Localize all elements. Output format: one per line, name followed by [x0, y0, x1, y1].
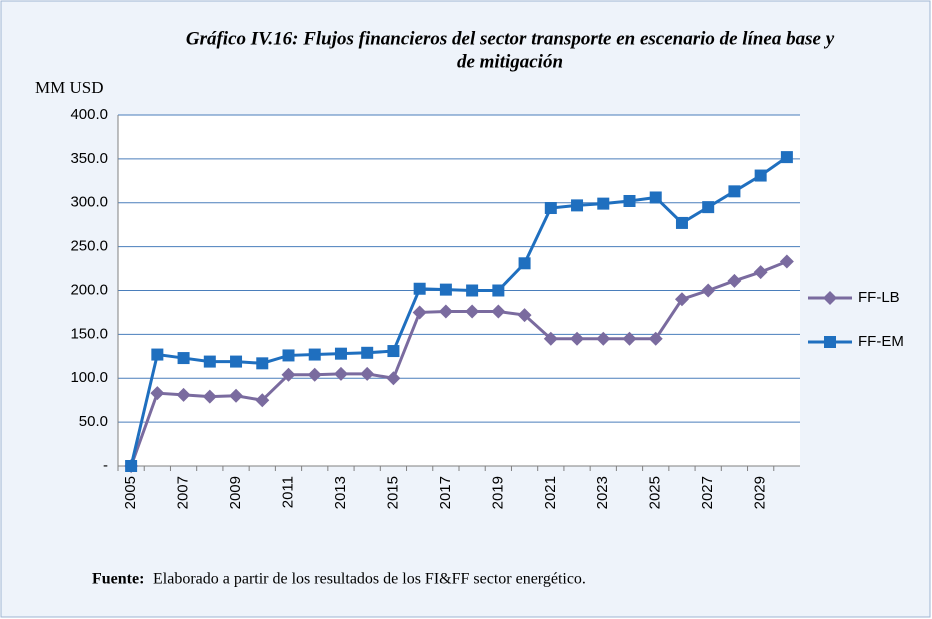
- marker: [754, 169, 767, 182]
- x-tick-label: 2029: [752, 476, 769, 509]
- marker: [543, 331, 558, 346]
- marker: [360, 366, 375, 381]
- marker: [702, 201, 715, 214]
- marker: [334, 347, 347, 360]
- marker: [465, 304, 480, 319]
- y-tick-label: 50.0: [79, 413, 108, 430]
- marker: [466, 284, 479, 297]
- legend-label: FF-LB: [858, 289, 900, 306]
- marker: [125, 460, 138, 472]
- y-tick-label: 400.0: [70, 106, 108, 123]
- marker: [281, 367, 296, 382]
- chart-title: de mitigación: [457, 51, 563, 72]
- marker: [596, 331, 611, 346]
- marker: [823, 291, 837, 305]
- marker: [255, 393, 270, 408]
- marker: [824, 336, 836, 348]
- marker: [413, 282, 426, 295]
- y-tick-label: 200.0: [70, 281, 108, 298]
- x-tick-label: 2019: [489, 476, 506, 509]
- marker: [753, 265, 768, 280]
- marker: [570, 331, 585, 346]
- marker: [780, 151, 793, 164]
- y-tick-label: 300.0: [70, 194, 108, 211]
- marker: [176, 387, 191, 402]
- y-tick-label: 350.0: [70, 150, 108, 167]
- marker: [571, 199, 584, 212]
- marker: [727, 273, 742, 288]
- marker: [648, 331, 663, 346]
- x-tick-label: 2021: [542, 476, 559, 509]
- marker: [177, 352, 190, 365]
- y-axis-label: MM USD: [35, 78, 104, 97]
- x-tick-label: 2009: [227, 476, 244, 509]
- chart-title: Gráfico IV.16: Flujos financieros del se…: [186, 28, 835, 49]
- footer-text: Elaborado a partir de los resultados de …: [153, 571, 586, 588]
- marker: [518, 257, 531, 270]
- x-tick-label: 2023: [594, 476, 611, 509]
- y-tick-label: 150.0: [70, 325, 108, 342]
- marker: [387, 345, 400, 358]
- marker: [492, 284, 505, 297]
- y-tick-label: -: [103, 457, 108, 474]
- legend-label: FF-EM: [858, 333, 904, 350]
- marker: [386, 371, 401, 386]
- marker: [229, 388, 244, 403]
- marker: [256, 357, 269, 370]
- marker: [701, 283, 716, 298]
- marker: [307, 367, 322, 382]
- footer-label: Fuente:: [92, 571, 144, 588]
- marker: [282, 349, 295, 362]
- y-tick-label: 250.0: [70, 238, 108, 255]
- x-tick-label: 2013: [332, 476, 349, 509]
- marker: [203, 355, 216, 368]
- marker: [412, 305, 427, 320]
- marker: [361, 346, 374, 359]
- marker: [623, 194, 636, 207]
- marker: [150, 386, 165, 401]
- marker: [230, 355, 243, 368]
- x-tick-label: 2015: [384, 476, 401, 509]
- marker: [308, 348, 321, 361]
- marker: [675, 216, 688, 229]
- marker: [544, 202, 557, 215]
- x-tick-label: 2017: [437, 476, 454, 509]
- marker: [151, 348, 164, 361]
- marker: [202, 389, 217, 404]
- x-tick-label: 2025: [647, 476, 664, 509]
- marker: [674, 292, 689, 307]
- marker: [517, 308, 532, 323]
- marker: [333, 366, 348, 381]
- marker: [597, 197, 610, 210]
- x-tick-label: 2027: [699, 476, 716, 509]
- marker: [728, 185, 741, 198]
- x-tick-label: 2005: [122, 476, 139, 509]
- marker: [438, 304, 453, 319]
- x-tick-label: 2011: [279, 476, 296, 508]
- marker: [439, 283, 452, 296]
- x-tick-label: 2007: [175, 476, 192, 509]
- y-tick-label: 100.0: [70, 369, 108, 386]
- marker: [649, 191, 662, 204]
- marker: [491, 304, 506, 319]
- marker: [622, 331, 637, 346]
- marker: [779, 254, 794, 269]
